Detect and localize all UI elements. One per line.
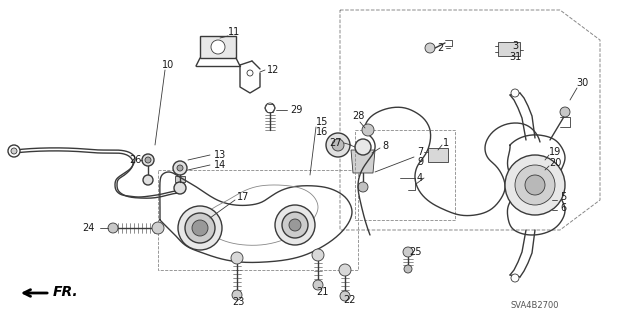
Text: 8: 8 xyxy=(382,141,388,151)
Circle shape xyxy=(192,220,208,236)
Text: 9: 9 xyxy=(417,157,423,167)
Circle shape xyxy=(511,274,519,282)
Bar xyxy=(498,42,520,56)
Circle shape xyxy=(152,222,164,234)
Circle shape xyxy=(177,165,183,171)
Circle shape xyxy=(525,175,545,195)
Circle shape xyxy=(425,43,435,53)
Text: 7: 7 xyxy=(417,147,423,157)
Circle shape xyxy=(313,280,323,290)
Circle shape xyxy=(173,161,187,175)
Text: 3: 3 xyxy=(512,41,518,51)
Text: 14: 14 xyxy=(214,160,226,170)
Text: 30: 30 xyxy=(576,78,588,88)
Circle shape xyxy=(174,182,186,194)
Text: 19: 19 xyxy=(549,147,561,157)
Circle shape xyxy=(178,206,222,250)
Circle shape xyxy=(403,247,413,257)
Text: 2: 2 xyxy=(437,43,443,53)
Text: 24: 24 xyxy=(82,223,94,233)
Text: 25: 25 xyxy=(409,247,421,257)
Circle shape xyxy=(275,205,315,245)
Text: 16: 16 xyxy=(316,127,328,137)
Circle shape xyxy=(358,182,368,192)
Circle shape xyxy=(312,249,324,261)
Circle shape xyxy=(145,157,151,163)
Text: SVA4B2700: SVA4B2700 xyxy=(511,300,559,309)
Circle shape xyxy=(289,219,301,231)
Text: 10: 10 xyxy=(162,60,174,70)
Circle shape xyxy=(108,223,118,233)
Circle shape xyxy=(332,139,344,151)
Text: 22: 22 xyxy=(343,295,355,305)
Circle shape xyxy=(142,154,154,166)
Text: 31: 31 xyxy=(509,52,521,62)
Bar xyxy=(428,148,448,162)
Circle shape xyxy=(247,70,253,76)
Text: 6: 6 xyxy=(560,203,566,213)
Text: 5: 5 xyxy=(560,192,566,202)
Text: 21: 21 xyxy=(316,287,328,297)
Circle shape xyxy=(11,148,17,154)
Bar xyxy=(355,130,455,220)
Circle shape xyxy=(355,139,371,155)
Circle shape xyxy=(362,124,374,136)
Circle shape xyxy=(265,103,275,113)
Bar xyxy=(200,36,236,58)
Circle shape xyxy=(231,252,243,264)
Polygon shape xyxy=(351,150,375,173)
Circle shape xyxy=(404,265,412,273)
Text: 13: 13 xyxy=(214,150,226,160)
Text: 27: 27 xyxy=(330,138,342,148)
Text: 26: 26 xyxy=(129,155,141,165)
Circle shape xyxy=(326,133,350,157)
Text: 1: 1 xyxy=(443,138,449,148)
Circle shape xyxy=(232,290,242,300)
Circle shape xyxy=(8,145,20,157)
Text: FR.: FR. xyxy=(53,285,79,299)
Bar xyxy=(158,170,358,270)
Text: 15: 15 xyxy=(316,117,328,127)
Text: 28: 28 xyxy=(352,111,364,121)
Circle shape xyxy=(143,175,153,185)
Circle shape xyxy=(211,40,225,54)
Text: 20: 20 xyxy=(549,158,561,168)
Text: 4: 4 xyxy=(417,173,423,183)
Text: 17: 17 xyxy=(237,192,249,202)
Text: 12: 12 xyxy=(267,65,279,75)
Circle shape xyxy=(511,89,519,97)
Text: 29: 29 xyxy=(290,105,302,115)
Text: 11: 11 xyxy=(228,27,240,37)
Circle shape xyxy=(185,213,215,243)
Circle shape xyxy=(505,155,565,215)
Circle shape xyxy=(339,264,351,276)
Circle shape xyxy=(282,212,308,238)
Circle shape xyxy=(515,165,555,205)
Circle shape xyxy=(340,291,350,301)
Text: 23: 23 xyxy=(232,297,244,307)
Bar xyxy=(175,176,185,182)
Circle shape xyxy=(560,107,570,117)
